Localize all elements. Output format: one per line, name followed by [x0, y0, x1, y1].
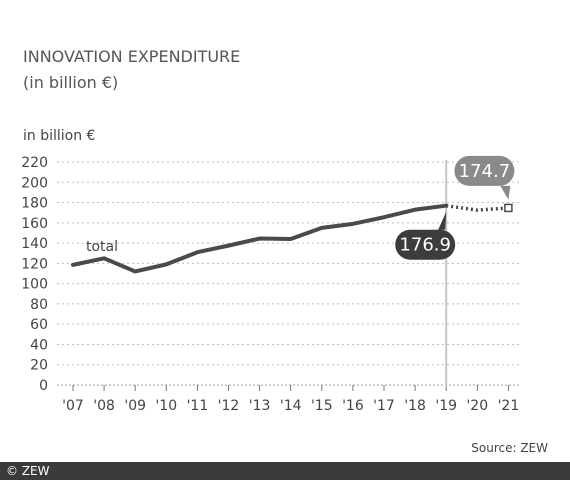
grid-lines: [57, 161, 521, 386]
y-tick-label: 220: [21, 155, 48, 171]
annotation-bubble: [454, 155, 515, 200]
y-tick-label: 140: [21, 236, 48, 252]
x-tick-label: '08: [93, 398, 115, 414]
x-tick-label: '20: [466, 398, 488, 414]
y-tick-label: 180: [21, 196, 48, 212]
chart-title: INNOVATION EXPENDITURE (in billion €): [23, 44, 240, 96]
source-note: Source: ZEW: [471, 441, 548, 455]
x-tick-label: '18: [404, 398, 426, 414]
x-tick-label: '10: [155, 398, 177, 414]
projection-end-marker: [504, 203, 513, 213]
y-axis-label: in billion €: [23, 128, 96, 144]
annotations: 176.9 174.7: [395, 155, 515, 260]
x-tick-label: '09: [124, 398, 146, 414]
annotation-label: 176.9: [399, 235, 451, 256]
x-tick-label: '19: [435, 398, 457, 414]
x-tick-label: '11: [187, 398, 209, 414]
x-tick-label: '21: [498, 398, 520, 414]
y-tick-label: 0: [39, 378, 48, 394]
x-tick-labels: '07 '08 '09 '10 '11 '12 '13 '14 '15 '16 '17 '18 '19 '…: [62, 385, 519, 414]
chart-title-line2: (in billion €): [23, 73, 119, 92]
line-chart: 0 20 40 60 80 100 120 140 160 180 200 220 '07 '08 '09…: [21, 155, 521, 414]
chart-title-line1: INNOVATION EXPENDITURE: [23, 47, 241, 66]
annotation-bubble: [395, 211, 456, 260]
y-tick-label: 20: [30, 358, 48, 374]
x-tick-label: '17: [373, 398, 395, 414]
annotation-label: 174.7: [459, 161, 511, 182]
copyright-text: © ZEW: [6, 464, 50, 478]
x-tick-label: '14: [280, 398, 302, 414]
series-line-projection: [445, 203, 509, 212]
y-tick-label: 80: [30, 297, 48, 313]
series-line-total: [71, 203, 449, 274]
y-tick-label: 60: [30, 317, 48, 333]
series-label-total: total: [86, 239, 118, 255]
y-tick-label: 100: [21, 277, 48, 293]
x-tick-label: '07: [62, 398, 84, 414]
y-tick-label: 160: [21, 216, 48, 232]
x-tick-label: '13: [249, 398, 271, 414]
y-tick-label: 120: [21, 256, 48, 272]
series-group: total: [71, 203, 513, 274]
x-tick-label: '12: [218, 398, 240, 414]
y-tick-label: 40: [30, 337, 48, 353]
copyright-bar: © ZEW: [0, 462, 570, 480]
x-tick-label: '15: [311, 398, 333, 414]
y-tick-label: 200: [21, 175, 48, 191]
x-tick-label: '16: [342, 398, 364, 414]
y-tick-labels: 0 20 40 60 80 100 120 140 160 180 200 220: [21, 155, 48, 394]
